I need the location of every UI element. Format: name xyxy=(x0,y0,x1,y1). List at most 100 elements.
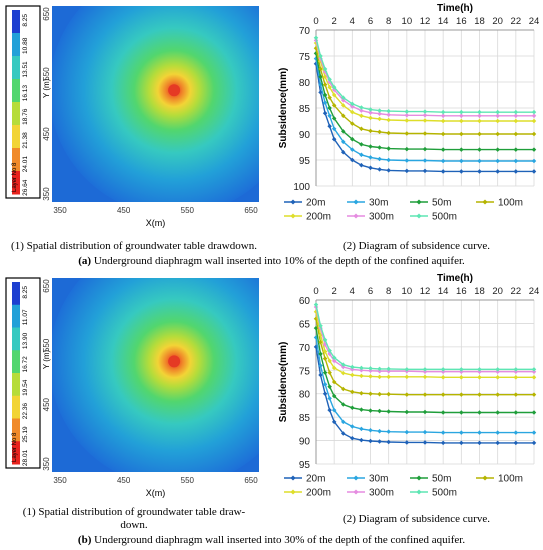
x-tick-label: 6 xyxy=(368,16,373,27)
map-x-tick: 350 xyxy=(53,206,67,215)
data-point-30m xyxy=(440,430,446,435)
legend-swatch xyxy=(12,327,20,351)
map-y-tick: 550 xyxy=(42,67,51,81)
data-point-20m xyxy=(495,169,500,174)
x-tick-label: 24 xyxy=(529,16,540,27)
data-point-20m xyxy=(404,440,410,445)
map-x-label: X(m) xyxy=(146,488,166,498)
map-x-tick: 550 xyxy=(181,476,195,485)
data-point-200m xyxy=(331,92,337,98)
map-x-tick: 350 xyxy=(53,476,67,485)
drawdown-cone xyxy=(52,6,259,202)
data-point-20m xyxy=(531,169,537,174)
legend-value: 8.25 xyxy=(22,14,29,27)
data-point-500m xyxy=(440,109,446,115)
data-point-30m xyxy=(350,424,355,429)
data-point-200m xyxy=(531,118,537,124)
data-point-50m xyxy=(531,147,537,152)
chart-x-title: Time(h) xyxy=(437,3,473,14)
legend-swatch xyxy=(12,418,20,442)
y-tick-label: 75 xyxy=(299,366,311,377)
data-point-30m xyxy=(318,363,323,368)
data-point-50m xyxy=(404,409,410,415)
x-tick-label: 12 xyxy=(420,16,431,27)
data-point-20m xyxy=(322,110,328,116)
data-point-500m xyxy=(313,302,319,307)
legend-label-300m: 300m xyxy=(369,212,394,223)
x-tick-label: 14 xyxy=(438,286,449,297)
map-y-label: Y (m) xyxy=(42,349,51,369)
y-tick-label: 90 xyxy=(299,437,311,448)
legend-value: 24.01 xyxy=(22,156,29,173)
legend-label-500m: 500m xyxy=(432,488,457,499)
legend-swatch xyxy=(12,304,20,328)
legend-box xyxy=(5,277,41,469)
data-point-500m xyxy=(318,53,323,59)
legend-swatch xyxy=(12,148,20,172)
x-tick-label: 16 xyxy=(456,16,467,27)
y-tick-label: 85 xyxy=(299,104,311,115)
data-point-50m xyxy=(318,74,323,80)
data-point-200m xyxy=(440,375,446,380)
x-tick-label: 10 xyxy=(402,286,413,297)
legend-value: 19.54 xyxy=(22,379,29,396)
data-point-300m xyxy=(531,113,537,119)
map-y-tick: 550 xyxy=(42,338,51,352)
map-x-tick: 450 xyxy=(117,476,131,485)
legend-value: 22.36 xyxy=(22,403,29,420)
data-point-200m xyxy=(459,118,464,124)
legend-swatch xyxy=(12,441,20,465)
x-tick-label: 22 xyxy=(511,286,522,297)
legend-swatch xyxy=(12,79,20,103)
legend-swatch xyxy=(12,125,20,149)
legend-label-100m: 100m xyxy=(498,474,523,485)
data-point-100m xyxy=(440,131,446,137)
legend-label-50m: 50m xyxy=(432,198,451,209)
map-caption-b-line1: (1) Spatial distribution of groundwater … xyxy=(22,506,246,518)
legend-swatch xyxy=(12,171,20,195)
data-point-50m xyxy=(377,408,382,414)
chart-x-title: Time(h) xyxy=(437,273,473,284)
data-point-300m xyxy=(495,369,500,374)
x-tick-label: 12 xyxy=(420,286,431,297)
x-tick-label: 0 xyxy=(313,286,318,297)
chart-caption-a: (2) Diagram of subsidence curve. xyxy=(343,240,490,252)
drawdown-map-b: 8.25 11.07 13.90 16.72 19.54 22.36 25.19 28.01 L… xyxy=(0,272,268,502)
data-point-50m xyxy=(322,92,328,98)
data-point-200m xyxy=(377,116,382,122)
data-point-300m xyxy=(440,369,446,374)
data-point-500m xyxy=(386,108,391,114)
legend-label-30m: 30m xyxy=(369,474,388,485)
x-tick-label: 22 xyxy=(511,16,522,27)
data-point-300m xyxy=(531,369,537,374)
data-point-200m xyxy=(440,118,446,124)
data-point-500m xyxy=(377,108,382,113)
data-point-500m xyxy=(531,109,537,115)
legend-title: Layer No 8 xyxy=(12,162,18,192)
data-point-50m xyxy=(440,147,446,152)
data-point-20m xyxy=(531,440,537,446)
map-caption-b: (1) Spatial distribution of groundwater … xyxy=(0,506,268,532)
pumping-well-center xyxy=(168,84,181,97)
panel-b: 8.25 11.07 13.90 16.72 19.54 22.36 25.19 28.01 L… xyxy=(0,270,543,550)
x-tick-label: 6 xyxy=(368,286,373,297)
data-point-100m xyxy=(318,66,323,72)
data-point-20m xyxy=(440,440,446,446)
legend-marker-500m xyxy=(416,489,422,495)
map-x-tick: 450 xyxy=(117,206,131,215)
data-point-30m xyxy=(359,152,364,158)
panel-caption-text-b: Underground diaphragm wall inserted into… xyxy=(94,534,466,546)
data-point-300m xyxy=(377,368,382,374)
legend-swatch xyxy=(12,395,20,419)
data-point-200m xyxy=(322,349,328,354)
map-x-label: X(m) xyxy=(146,218,166,228)
legend-label-500m: 500m xyxy=(432,212,457,223)
map-y-tick: 450 xyxy=(42,127,51,141)
x-tick-label: 4 xyxy=(350,16,355,27)
panel-caption-text-a: Underground diaphragm wall inserted into… xyxy=(93,255,465,267)
data-point-100m xyxy=(359,126,364,132)
legend-label-100m: 100m xyxy=(498,198,523,209)
data-point-20m xyxy=(404,168,410,174)
map-caption-a: (1) Spatial distribution of groundwater … xyxy=(11,240,257,252)
map-y-tick: 350 xyxy=(42,187,51,201)
